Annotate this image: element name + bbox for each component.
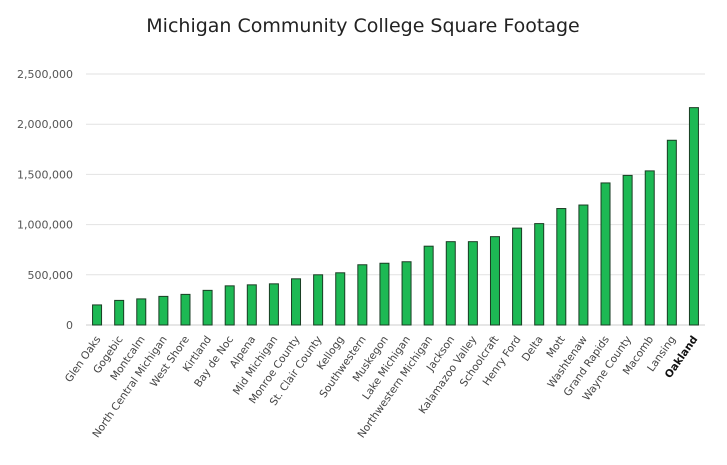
bar	[180, 293, 191, 326]
bar	[379, 262, 390, 326]
bar	[600, 182, 611, 326]
y-tick-label: 2,000,000	[17, 118, 73, 131]
bar	[489, 236, 500, 326]
bar	[158, 295, 169, 326]
y-tick-label: 500,000	[28, 269, 74, 282]
bar	[313, 274, 324, 326]
y-tick-label: 2,500,000	[17, 68, 73, 81]
bar	[688, 107, 699, 326]
gridlines	[86, 73, 705, 326]
x-tick-label: Delta	[520, 334, 546, 364]
bars	[92, 107, 699, 326]
bar	[556, 208, 567, 326]
bar	[622, 174, 633, 326]
bar	[224, 285, 235, 326]
bar	[512, 227, 523, 326]
y-axis-tick-labels: 0 500,000 1,000,000 1,500,000 2,000,000 2,500…	[17, 68, 73, 332]
y-tick-label: 0	[66, 319, 73, 332]
bar	[136, 298, 147, 326]
bar	[467, 241, 478, 326]
y-tick-label: 1,500,000	[17, 168, 73, 181]
bar	[401, 261, 412, 326]
bar	[291, 278, 302, 326]
bar	[578, 204, 589, 326]
bar	[445, 241, 456, 326]
bar	[644, 170, 655, 326]
bar	[534, 223, 545, 326]
bar	[246, 284, 257, 326]
bar	[268, 283, 279, 326]
chart-title: Michigan Community College Square Footag…	[146, 15, 579, 37]
bar	[335, 272, 346, 326]
bar	[666, 139, 677, 326]
bar	[357, 264, 368, 326]
bar	[92, 304, 103, 326]
y-tick-label: 1,000,000	[17, 219, 73, 232]
bar	[423, 245, 434, 326]
bar	[202, 289, 213, 326]
bar	[114, 299, 125, 326]
